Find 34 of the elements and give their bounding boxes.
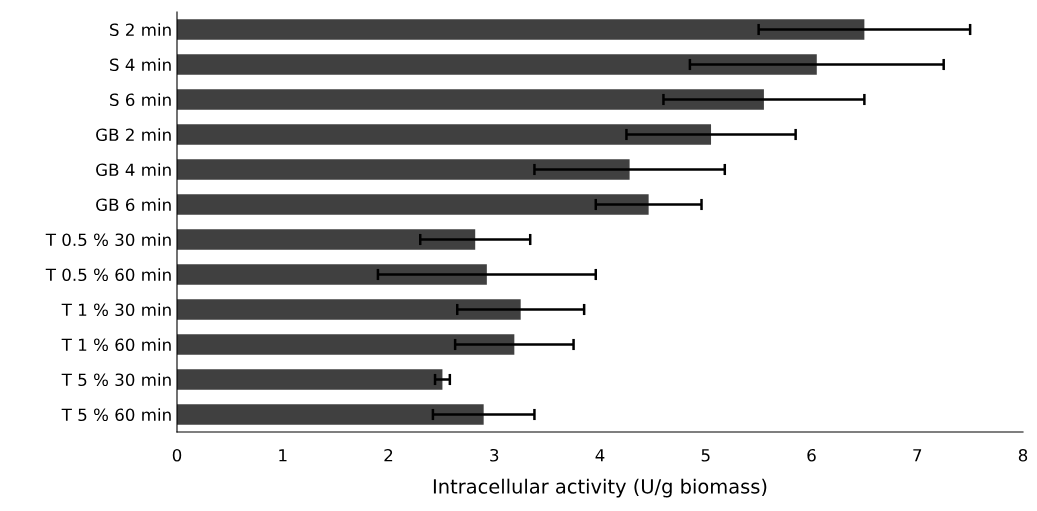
x-tick-label: 2 bbox=[384, 448, 393, 462]
y-tick-label: T 5 % 60 min bbox=[61, 408, 171, 422]
y-tick-label: T 0.5 % 60 min bbox=[45, 268, 171, 282]
x-tick-label: 4 bbox=[595, 449, 605, 462]
x-tick-label: 5 bbox=[701, 449, 710, 462]
x-tick-label: 8 bbox=[1018, 448, 1028, 462]
x-tick-label: 1 bbox=[279, 449, 287, 462]
bar bbox=[177, 264, 487, 285]
y-tick-label: T 5 % 30 min bbox=[61, 373, 171, 387]
x-axis-title: Intracellular activity (U/g biomass) bbox=[433, 478, 767, 498]
y-tick-label: T 1 % 60 min bbox=[61, 338, 171, 352]
bar bbox=[177, 54, 817, 75]
bar bbox=[177, 334, 515, 355]
bar bbox=[177, 124, 712, 145]
bar bbox=[177, 194, 649, 215]
bar bbox=[177, 19, 865, 40]
y-tick-label: GB 6 min bbox=[96, 198, 171, 212]
y-tick-label: S 2 min bbox=[110, 23, 171, 37]
bar bbox=[177, 369, 443, 390]
y-tick-label: S 6 min bbox=[110, 93, 171, 107]
bar bbox=[177, 229, 476, 250]
y-tick-label: S 4 min bbox=[110, 58, 171, 72]
y-tick-label: GB 4 min bbox=[96, 163, 171, 177]
y-tick-label: T 1 % 30 min bbox=[61, 303, 171, 317]
x-tick-label: 7 bbox=[913, 449, 922, 462]
y-tick-label: GB 2 min bbox=[96, 128, 171, 142]
bar bbox=[177, 89, 764, 110]
bar bbox=[177, 159, 630, 180]
x-tick-label: 6 bbox=[807, 448, 816, 462]
y-tick-label: T 0.5 % 30 min bbox=[45, 233, 171, 247]
x-tick-label: 3 bbox=[490, 448, 499, 462]
bar bbox=[177, 299, 521, 320]
x-tick-label: 0 bbox=[172, 448, 182, 462]
bar bbox=[177, 404, 484, 425]
